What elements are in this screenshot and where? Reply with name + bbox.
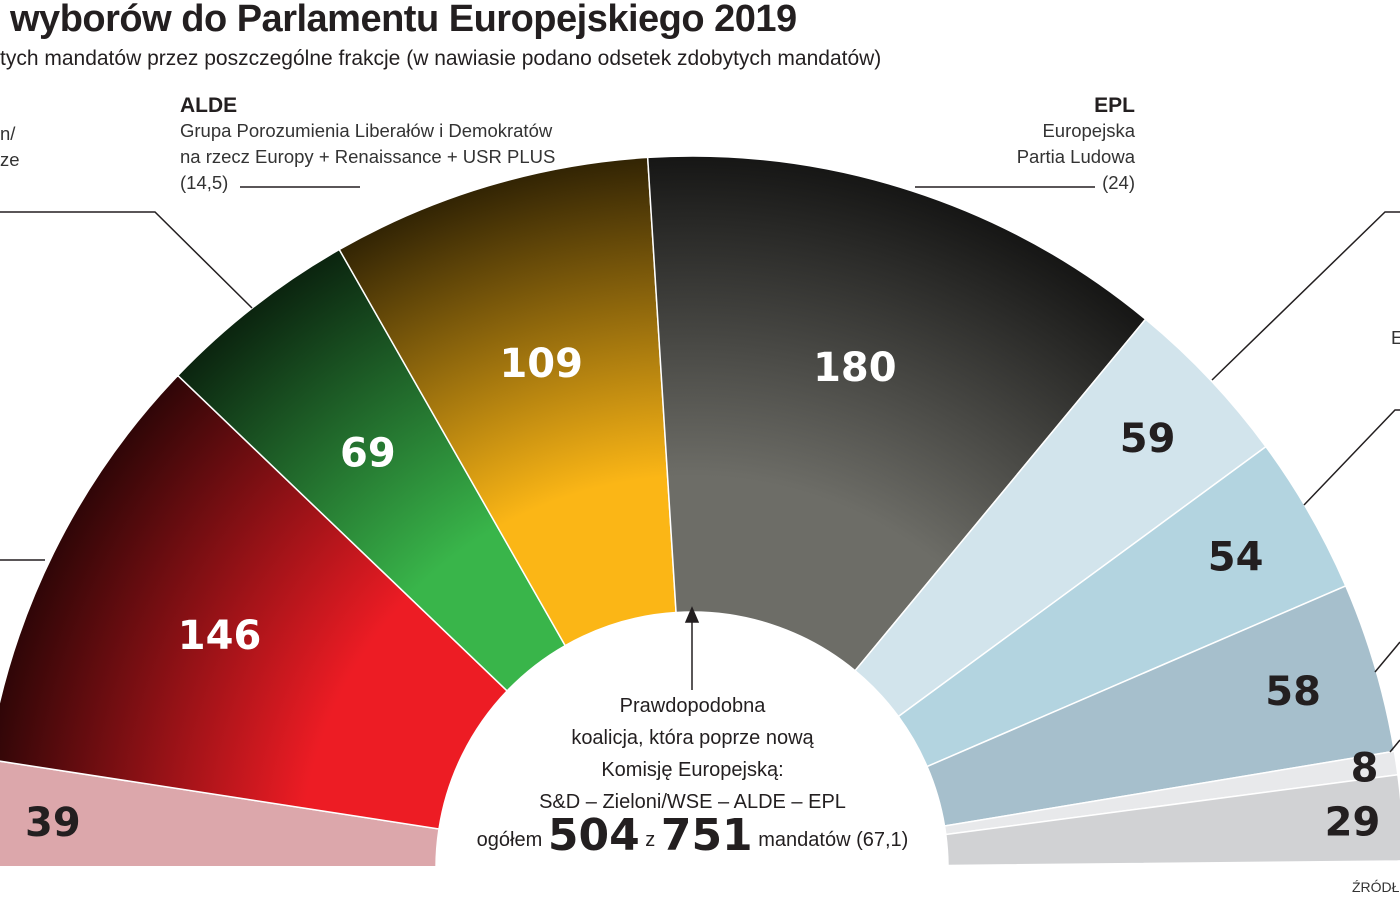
slice-109 <box>338 156 677 647</box>
right-label-partial: E <box>1391 327 1400 348</box>
slice-label: 58 <box>1265 669 1321 715</box>
epl-pct: (24) <box>1102 172 1135 193</box>
slice-label: 54 <box>1208 534 1264 580</box>
slice-39 <box>0 760 440 876</box>
coalition-line2: koalicja, która poprze nową <box>571 727 814 749</box>
leader-line <box>0 211 253 309</box>
slice-label: 109 <box>499 341 583 387</box>
left-label-partial-1: n/ <box>0 123 16 144</box>
bottom-mask <box>0 866 1400 900</box>
coalition-pre: ogółem <box>476 829 543 851</box>
epl-name: EPL <box>1094 94 1135 117</box>
coalition-seats: 504 <box>547 810 640 861</box>
alde-label: ALDE Grupa Porozumienia Liberałów i Demo… <box>180 94 555 196</box>
epl-label: EPL Europejska Partia Ludowa (24) <box>1017 94 1135 196</box>
slice-label: 146 <box>178 613 262 659</box>
leader-line <box>1211 211 1400 381</box>
coalition-line4: S&D – Zieloni/WSE – ALDE – EPL <box>539 791 846 813</box>
slice-label: 39 <box>25 800 81 846</box>
slice-label: 59 <box>1120 416 1176 462</box>
alde-line2: na rzecz Europy + Renaissance + USR PLUS <box>180 146 556 167</box>
slice-29 <box>944 773 1400 867</box>
slice-label: 8 <box>1351 746 1379 792</box>
coalition-line3: Komisję Europejską: <box>601 759 784 781</box>
left-label-partial-2: ze <box>0 149 20 170</box>
source-partial: ŹRÓDŁ <box>1352 879 1400 895</box>
slice-146 <box>0 374 509 830</box>
epl-line2: Partia Ludowa <box>1016 146 1135 167</box>
slice-label: 180 <box>813 345 897 391</box>
arrow-head <box>684 606 700 623</box>
alde-name: ALDE <box>180 94 238 117</box>
slice-label: 29 <box>1325 799 1381 845</box>
chart-title: wyborów do Parlamentu Europejskiego 2019 <box>10 0 797 40</box>
alde-pct: (14,5) <box>180 172 229 193</box>
coalition-note: Prawdopodobna koalicja, która poprze now… <box>440 690 945 858</box>
leader-line <box>1389 739 1400 753</box>
chart-subtitle: tych mandatów przez poszczególne frakcje… <box>0 47 882 70</box>
slice-180 <box>646 155 1147 672</box>
leader-line <box>1374 641 1400 673</box>
alde-line1: Grupa Porozumienia Liberałów i Demokrató… <box>180 120 553 141</box>
coalition-post: mandatów (67,1) <box>758 829 909 851</box>
leader-line <box>1303 409 1400 506</box>
epl-line1: Europejska <box>1042 120 1135 141</box>
coalition-z: z <box>645 829 656 851</box>
coalition-line1: Prawdopodobna <box>619 695 766 717</box>
coalition-total: 751 <box>660 810 753 861</box>
slice-label: 69 <box>340 431 396 477</box>
